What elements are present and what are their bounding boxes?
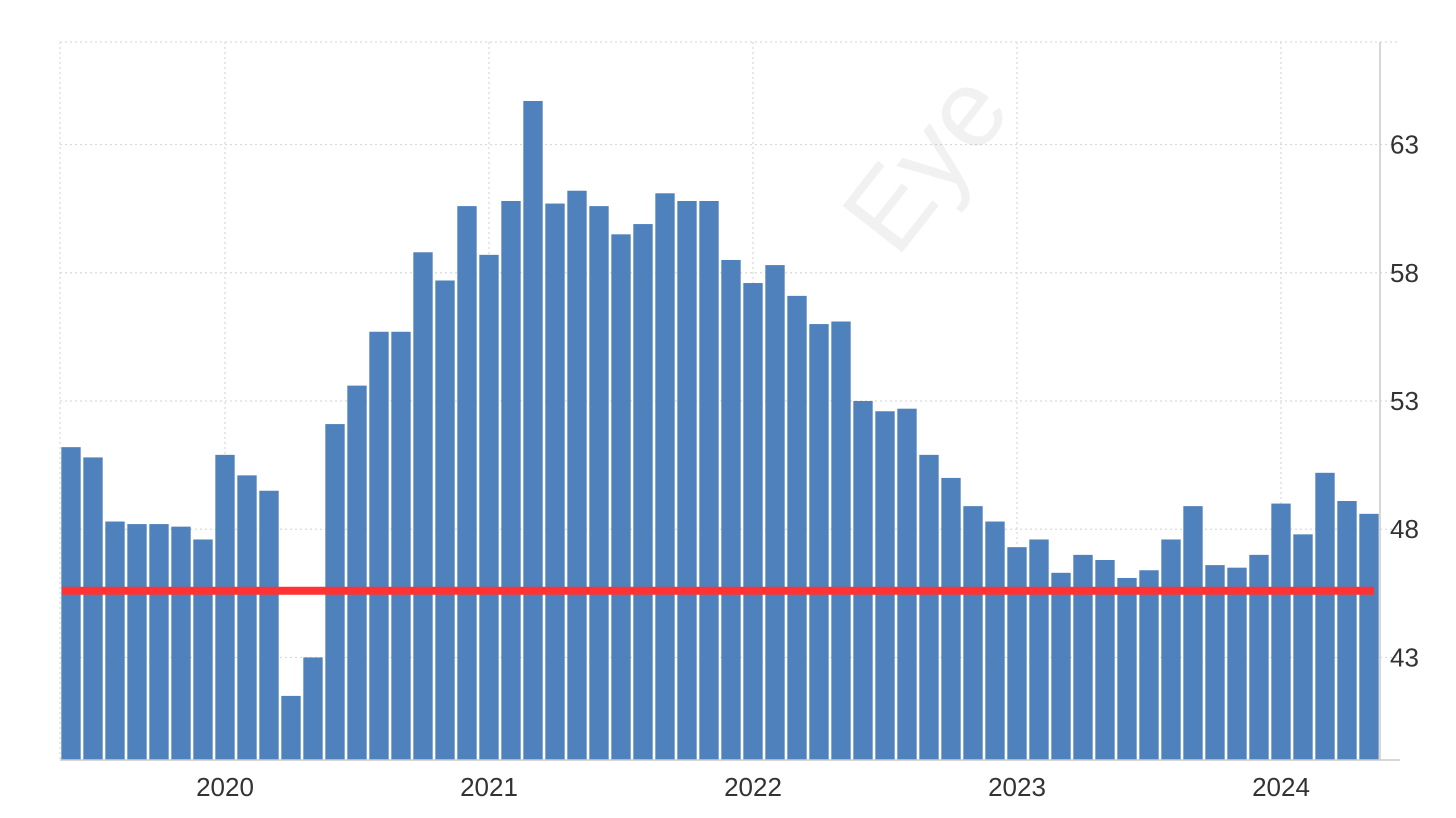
x-tick-label: 2021 <box>460 772 518 802</box>
bar <box>149 524 169 760</box>
bar <box>171 526 191 760</box>
bar <box>809 324 829 760</box>
bar <box>501 200 521 760</box>
bar <box>611 234 631 761</box>
bar <box>919 454 939 760</box>
bar <box>677 200 697 760</box>
bar <box>303 657 323 760</box>
bar <box>457 206 477 761</box>
bar <box>1249 554 1269 760</box>
bar <box>391 331 411 760</box>
bar <box>479 254 499 761</box>
bar <box>347 385 367 760</box>
bar <box>963 506 983 760</box>
bar <box>655 193 675 761</box>
bar <box>1095 559 1115 760</box>
bar <box>897 408 917 760</box>
bar <box>941 477 961 760</box>
bar <box>831 321 851 760</box>
x-tick-label: 2020 <box>196 772 254 802</box>
bar <box>1315 472 1335 760</box>
bar <box>1359 513 1379 760</box>
bar <box>61 447 81 760</box>
bar <box>985 521 1005 760</box>
bar <box>787 295 807 760</box>
bar <box>1117 577 1137 760</box>
y-tick-label: 43 <box>1390 642 1419 672</box>
bar <box>765 265 785 760</box>
y-tick-label: 58 <box>1390 258 1419 288</box>
bars-group <box>61 100 1379 761</box>
bar <box>435 280 455 760</box>
y-axis-labels: 43 48 53 58 63 <box>1390 130 1419 673</box>
bar <box>369 331 389 760</box>
bar <box>523 100 543 760</box>
bar <box>1029 539 1049 760</box>
bar <box>567 190 587 760</box>
y-tick-label: 48 <box>1390 514 1419 544</box>
bar <box>1205 565 1225 760</box>
bar <box>215 454 235 760</box>
bar <box>259 490 279 760</box>
bar <box>127 524 147 760</box>
bar <box>1337 501 1357 760</box>
axes <box>60 42 1400 761</box>
bar <box>1183 506 1203 760</box>
bar <box>633 224 653 761</box>
bar <box>1161 539 1181 760</box>
bar <box>237 475 257 760</box>
bar <box>1073 554 1093 760</box>
bar <box>281 695 301 760</box>
bar <box>1271 503 1291 760</box>
bar <box>1007 547 1027 760</box>
watermark-text: Eye <box>819 49 1033 274</box>
bar <box>1139 570 1159 760</box>
y-tick-label: 53 <box>1390 386 1419 416</box>
bar <box>699 200 719 760</box>
bar <box>875 411 895 760</box>
x-tick-label: 2022 <box>724 772 782 802</box>
y-tick-label: 63 <box>1390 130 1419 160</box>
bar <box>105 521 125 760</box>
x-tick-label: 2023 <box>988 772 1046 802</box>
bar <box>83 457 103 760</box>
bar <box>743 283 763 760</box>
bar <box>413 252 433 760</box>
bar <box>589 206 609 761</box>
bar <box>193 539 213 760</box>
bar <box>1293 534 1313 760</box>
bar <box>1227 567 1247 760</box>
x-axis-labels: 2020 2021 2022 2023 2024 <box>196 772 1310 802</box>
x-tick-label: 2024 <box>1252 772 1310 802</box>
bar <box>721 259 741 760</box>
bar <box>545 203 565 761</box>
bar <box>853 401 873 760</box>
bar <box>1051 572 1071 760</box>
